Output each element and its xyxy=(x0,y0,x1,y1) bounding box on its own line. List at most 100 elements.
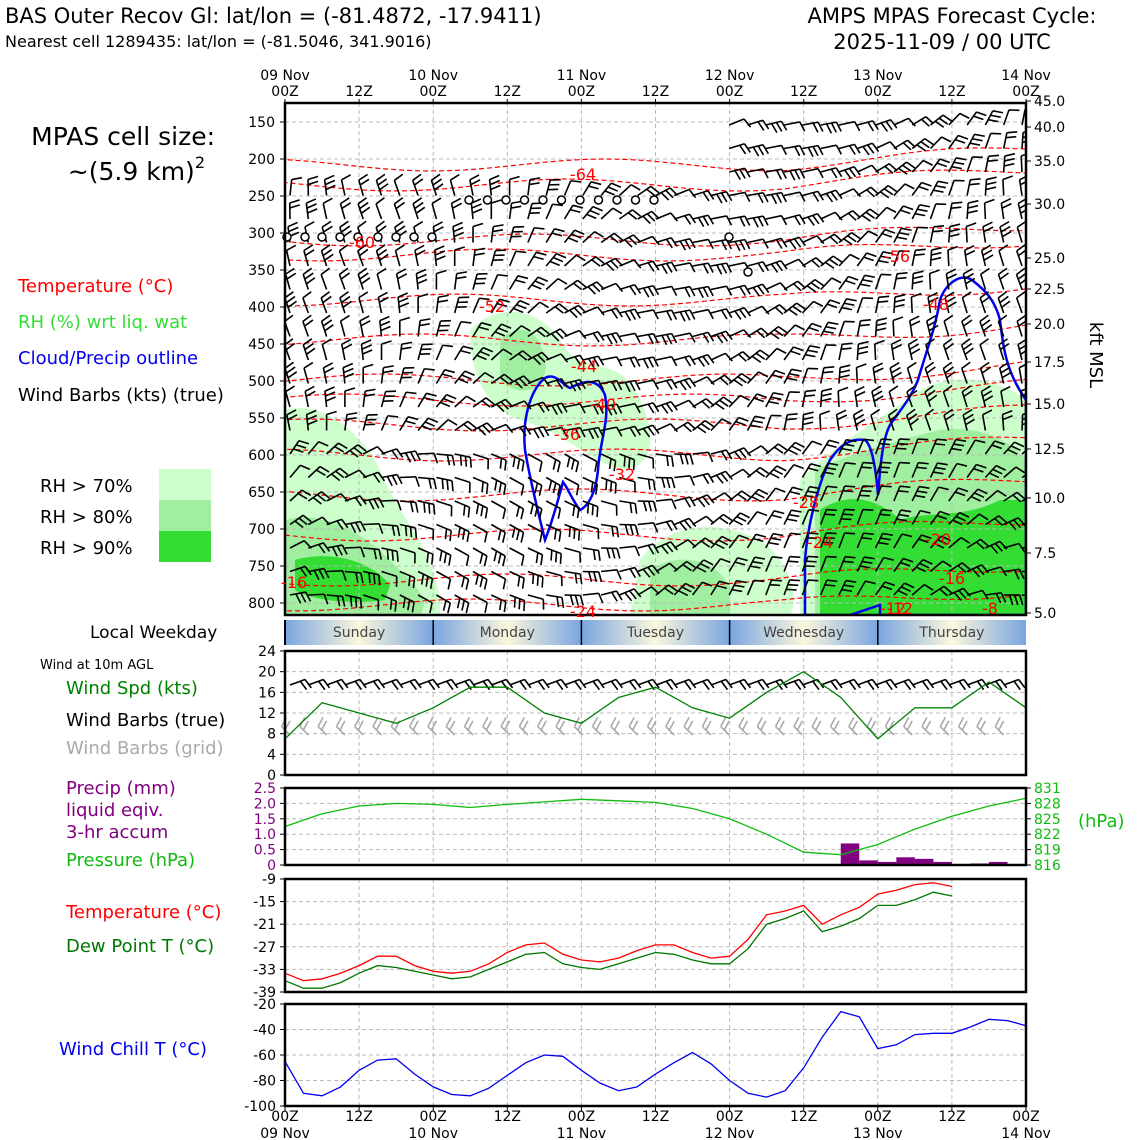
wind-barb-flag xyxy=(609,481,613,492)
wind-barb-flag xyxy=(845,555,856,559)
wind-barb-flag xyxy=(843,302,855,306)
wind-barb xyxy=(1015,274,1023,290)
wind-barb-flag xyxy=(423,502,426,513)
wind-barb-flag xyxy=(752,217,759,228)
wind-barb-flag xyxy=(879,513,891,517)
wind-barb-flag xyxy=(689,332,696,343)
wind-barb-flag xyxy=(862,146,870,156)
wind-barb xyxy=(1016,250,1023,267)
wind-barb-flag xyxy=(983,226,994,233)
wind-barb xyxy=(856,297,864,314)
wind-barb-flag xyxy=(647,262,655,272)
wind-barb-flag xyxy=(794,324,805,331)
isotherm-label: -12 xyxy=(887,599,913,618)
wind-barb xyxy=(344,414,348,431)
isotherm-line xyxy=(285,169,1026,192)
grid-wind-barb-flag xyxy=(427,716,434,727)
wind-barb-flag xyxy=(856,363,867,369)
wind-barb-flag xyxy=(707,452,714,463)
wind-barb xyxy=(344,469,360,479)
wind-barb-flag xyxy=(484,372,495,379)
wind-barb xyxy=(856,509,864,525)
wind-barb xyxy=(582,231,596,244)
true-wind-barb xyxy=(820,678,837,686)
wind-barb-flag xyxy=(596,506,599,518)
wind-barb xyxy=(326,594,343,598)
wind-barb-flag xyxy=(807,147,814,158)
wind-barb xyxy=(802,212,818,220)
wind-barbs-upper xyxy=(285,108,1026,614)
true-wind-barb xyxy=(289,678,306,686)
wind-barb xyxy=(943,320,950,337)
wind-barb-flag xyxy=(299,464,311,471)
grid-wind-barb xyxy=(573,725,584,736)
wind-barb xyxy=(1021,522,1026,526)
pressure-tick-label: 800 xyxy=(248,596,275,612)
wind-barb-flag xyxy=(393,173,404,182)
wind-barb-flag xyxy=(306,198,317,204)
wind-barb-flag xyxy=(616,569,622,580)
wind-barb xyxy=(948,463,958,478)
wind-barb-flag xyxy=(324,253,334,261)
wind-barb xyxy=(619,545,636,549)
wind-barb-flag xyxy=(777,325,788,334)
wind-barb-flag xyxy=(513,307,524,314)
wind-barb-flag xyxy=(799,191,806,202)
wind-barb-flag xyxy=(715,402,725,410)
y-tick-label: 16 xyxy=(258,685,276,701)
wind-barb-flag xyxy=(404,452,412,463)
wind-barb xyxy=(600,207,614,220)
wind-barb-flag xyxy=(431,197,442,205)
wind-barb-flag xyxy=(466,531,470,543)
wind-barb-flag xyxy=(389,599,393,610)
wind-barb-flag xyxy=(320,267,331,276)
wind-barb-flag xyxy=(573,282,583,291)
isotherm-label: -16 xyxy=(281,573,307,592)
grid-wind-barb-flag xyxy=(372,716,379,727)
wind-barb-flag xyxy=(474,247,486,251)
wind-barb-flag xyxy=(302,338,313,346)
wind-barb-flag xyxy=(430,554,434,565)
wind-barb xyxy=(966,111,978,126)
wind-barb-flag xyxy=(980,538,990,547)
wind-barb-flag xyxy=(521,578,525,589)
wind-barb-flag xyxy=(734,451,742,461)
wind-barb xyxy=(984,440,996,455)
wind-barb-flag xyxy=(497,529,502,541)
wind-barb-flag xyxy=(359,315,370,322)
wind-barb-flag xyxy=(777,443,788,451)
wind-barb-flag xyxy=(826,303,838,309)
wind-barb-flag xyxy=(846,298,857,302)
wind-barb-flag xyxy=(514,380,523,389)
wind-barb-flag xyxy=(965,418,975,426)
grid-wind-barb-flag xyxy=(467,720,474,731)
wind-barb xyxy=(944,297,950,314)
wind-barb-flag xyxy=(556,485,561,496)
wind-barb xyxy=(892,320,895,337)
wind-barb-flag xyxy=(414,502,419,513)
wind-barb-flag xyxy=(904,183,915,190)
wind-barb xyxy=(747,261,764,267)
wind-barb-flag xyxy=(553,529,557,540)
wind-barb-flag xyxy=(900,509,912,513)
wind-barb-flag xyxy=(762,119,770,130)
wind-barb xyxy=(436,476,453,482)
calm-wind-marker xyxy=(300,232,310,242)
wind-barb-flag xyxy=(787,413,798,416)
grid-wind-barb-flag xyxy=(869,720,877,731)
wind-barb xyxy=(435,369,446,384)
wind-barb-flag xyxy=(590,482,594,493)
wind-barb-flag xyxy=(697,217,705,228)
wind-barb-flag xyxy=(339,291,349,299)
wind-barb-flag xyxy=(697,288,704,299)
wind-barb-flag xyxy=(336,595,341,607)
wind-barb-flag xyxy=(909,417,919,426)
wind-barb-flag xyxy=(322,319,333,327)
wind-barb-flag xyxy=(907,361,917,369)
calm-wind-marker xyxy=(538,195,548,205)
wind-barb xyxy=(872,367,877,384)
wind-barb-flag xyxy=(914,494,926,499)
wind-barb xyxy=(302,297,310,314)
wind-barb-flag xyxy=(759,466,770,475)
wind-barb-flag xyxy=(549,260,560,267)
